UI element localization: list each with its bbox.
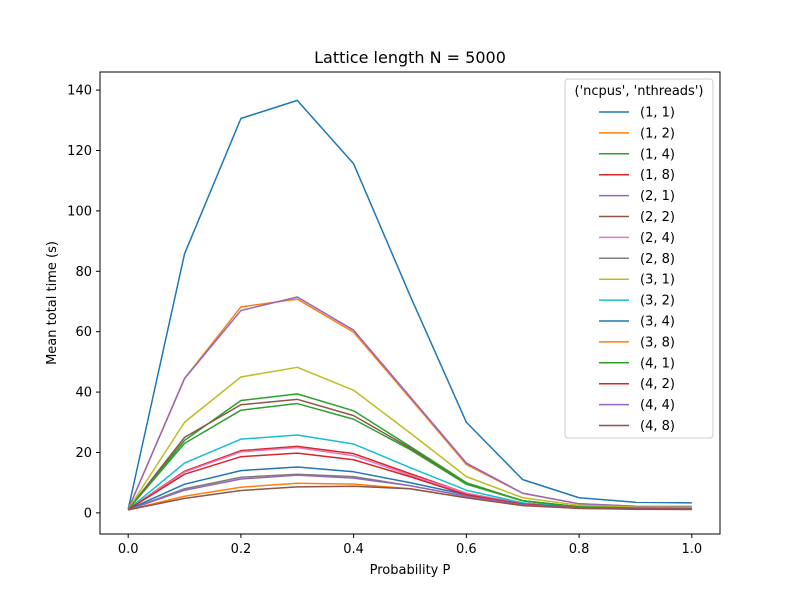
x-axis-label: Probability P	[370, 563, 451, 578]
y-tick-label-5: 100	[67, 204, 92, 219]
legend-label-12: (4, 1)	[640, 356, 675, 371]
legend-label-7: (2, 8)	[640, 252, 675, 267]
y-tick-label-3: 60	[75, 325, 92, 340]
x-tick-label-1: 0.2	[231, 542, 252, 557]
y-tick-label-1: 20	[75, 446, 92, 461]
y-tick-label-4: 80	[75, 265, 92, 280]
legend-label-15: (4, 8)	[640, 419, 675, 434]
series-line-4	[127, 296, 692, 510]
legend-label-3: (1, 8)	[640, 168, 675, 183]
legend-label-1: (1, 2)	[640, 126, 675, 141]
y-tick-label-0: 0	[84, 506, 92, 521]
series-line-8	[127, 366, 692, 510]
legend-items: (1, 1) (1, 2) (1, 4) (1, 8) (2, 1) (2, 2) (2, …	[599, 106, 675, 434]
legend-title: ('ncpus', 'nthreads')	[575, 84, 704, 99]
y-tick-label-7: 140	[67, 84, 92, 99]
y-axis-label: Mean total time (s)	[45, 241, 60, 365]
plot-lines	[127, 99, 692, 511]
series-line-12	[127, 402, 692, 511]
x-tick-label-0: 0.0	[118, 542, 139, 557]
legend-label-14: (4, 4)	[640, 398, 675, 413]
legend-label-4: (2, 1)	[640, 189, 675, 204]
legend-label-6: (2, 4)	[640, 231, 675, 246]
legend-label-5: (2, 2)	[640, 210, 675, 225]
y-tick-label-2: 40	[75, 386, 92, 401]
y-tick-label-6: 120	[67, 144, 92, 159]
legend-label-10: (3, 4)	[640, 315, 675, 330]
x-tick-label-4: 0.8	[569, 542, 590, 557]
legend-label-0: (1, 1)	[640, 106, 675, 121]
series-line-15	[128, 485, 692, 511]
x-axis: 0.0 0.2 0.4 0.6 0.8 1.0	[118, 534, 702, 557]
x-tick-label-2: 0.4	[343, 542, 364, 557]
x-tick-label-5: 1.0	[681, 542, 702, 557]
legend-label-9: (3, 2)	[640, 294, 675, 309]
chart-title: Lattice length N = 5000	[314, 48, 506, 67]
x-tick-label-3: 0.6	[456, 542, 477, 557]
series-line-0	[127, 99, 692, 510]
legend-label-13: (4, 2)	[640, 377, 675, 392]
legend: ('ncpus', 'nthreads') (1, 1) (1, 2) (1, 4)…	[564, 78, 714, 439]
legend-label-11: (3, 8)	[640, 335, 675, 350]
legend-label-8: (3, 1)	[640, 273, 675, 288]
plot-frame	[99, 71, 721, 535]
y-axis: 0 20 40 60 80 100 120 140	[67, 84, 100, 521]
legend-label-2: (1, 4)	[640, 147, 675, 162]
legend-box	[564, 78, 714, 439]
